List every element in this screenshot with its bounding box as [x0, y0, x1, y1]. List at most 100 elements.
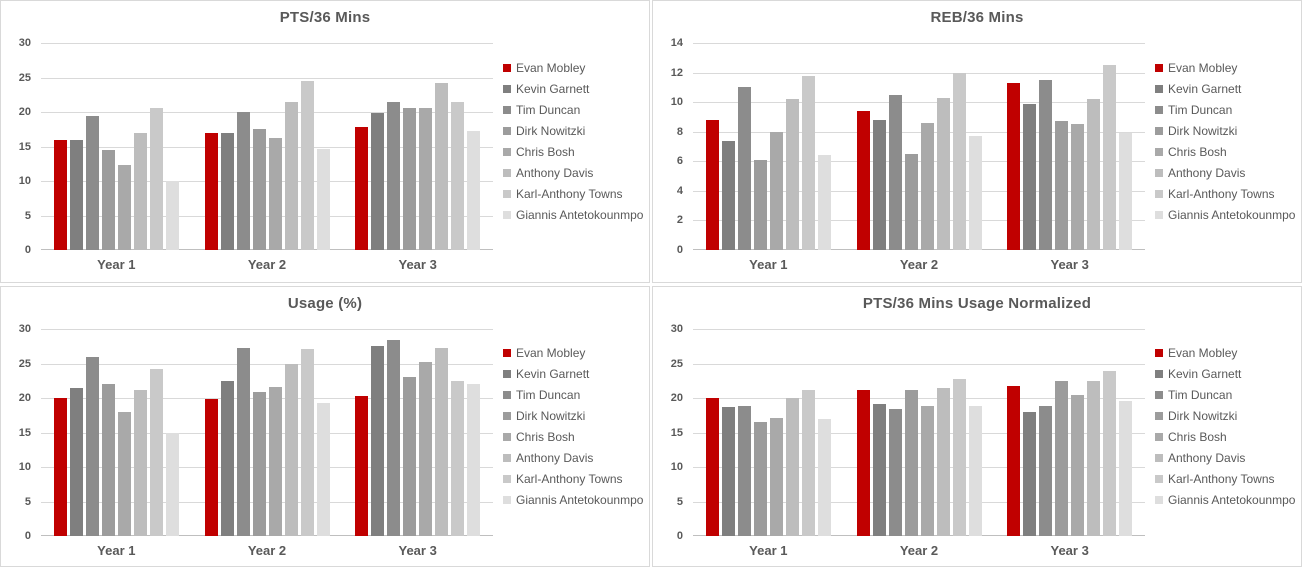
- bar-karl-anthony-towns: [149, 107, 163, 250]
- x-axis-labels: Year 1 Year 2 Year 3: [41, 543, 493, 563]
- bar-dirk-nowitzki: [101, 384, 115, 536]
- bar-evan-mobley: [204, 133, 218, 250]
- y-axis-tick-label: 20: [18, 106, 31, 118]
- legend-label: Dirk Nowitzki: [1168, 124, 1238, 138]
- legend-label: Giannis Antetokounmpo: [516, 493, 644, 507]
- y-axis-tick-label: 5: [24, 495, 31, 508]
- legend-label: Tim Duncan: [516, 103, 581, 117]
- legend-label: Chris Bosh: [516, 145, 575, 159]
- legend-swatch-icon: [503, 475, 511, 483]
- bar-evan-mobley: [856, 111, 870, 250]
- y-axis-tick-label: 30: [18, 37, 31, 49]
- gridline: [41, 329, 493, 330]
- legend-label: Karl-Anthony Towns: [1168, 187, 1275, 201]
- legend-item-evan-mobley: Evan Mobley: [1155, 343, 1295, 364]
- y-axis-tick-label: 10: [670, 461, 683, 473]
- bar-dirk-nowitzki: [252, 128, 266, 250]
- y-axis-tick-label: 15: [18, 426, 31, 439]
- bar-giannis-antetokounmpo: [467, 383, 481, 536]
- bar-group-year-3: [1007, 43, 1133, 250]
- bar-tim-duncan: [888, 94, 902, 250]
- bar-evan-mobley: [705, 398, 719, 536]
- x-axis-line: [693, 249, 1145, 250]
- x-axis-category-label: Year 3: [1050, 543, 1089, 558]
- y-axis-tick-label: 25: [670, 357, 683, 370]
- gridline: [693, 131, 1145, 133]
- bar-group-year-1: [705, 329, 831, 536]
- plot-area: [693, 329, 1145, 536]
- legend-label: Dirk Nowitzki: [1168, 409, 1238, 423]
- bar-tim-duncan: [387, 101, 401, 250]
- bar-chris-bosh: [419, 362, 433, 536]
- legend-item-chris-bosh: Chris Bosh: [1155, 142, 1295, 163]
- bar-dirk-nowitzki: [753, 422, 767, 536]
- legend-swatch-icon: [503, 127, 511, 135]
- legend-item-karl-anthony-towns: Karl-Anthony Towns: [1155, 469, 1295, 490]
- legend-label: Giannis Antetokounmpo: [1168, 493, 1296, 507]
- x-axis-category-label: Year 3: [398, 257, 437, 272]
- legend-swatch-icon: [1155, 85, 1163, 93]
- bar-tim-duncan: [737, 87, 751, 250]
- y-axis-tick-label: 25: [18, 71, 31, 84]
- y-axis-tick-label: 5: [676, 495, 683, 508]
- legend-item-kevin-garnett: Kevin Garnett: [1155, 79, 1295, 100]
- bar-giannis-antetokounmpo: [1119, 133, 1133, 250]
- gridline: [41, 363, 493, 365]
- legend-item-dirk-nowitzki: Dirk Nowitzki: [1155, 121, 1295, 142]
- legend-label: Anthony Davis: [516, 166, 594, 180]
- legend-label: Tim Duncan: [1168, 103, 1233, 117]
- bar-chris-bosh: [1071, 124, 1085, 250]
- gridline: [693, 190, 1145, 192]
- bar-group-year-2: [204, 329, 330, 536]
- x-axis-category-label: Year 2: [899, 543, 939, 558]
- legend-item-dirk-nowitzki: Dirk Nowitzki: [1155, 406, 1295, 427]
- legend-item-evan-mobley: Evan Mobley: [503, 58, 643, 79]
- bar-giannis-antetokounmpo: [467, 131, 481, 250]
- legend-item-chris-bosh: Chris Bosh: [503, 427, 643, 448]
- bar-kevin-garnett: [872, 404, 886, 536]
- bar-kevin-garnett: [1023, 103, 1037, 250]
- bar-kevin-garnett: [371, 113, 385, 250]
- legend-item-anthony-davis: Anthony Davis: [503, 448, 643, 469]
- bar-dirk-nowitzki: [904, 153, 918, 250]
- legend-label: Tim Duncan: [516, 388, 581, 402]
- legend-label: Anthony Davis: [1168, 451, 1246, 465]
- x-axis-labels: Year 1 Year 2 Year 3: [41, 257, 493, 277]
- legend-item-kevin-garnett: Kevin Garnett: [1155, 364, 1295, 385]
- legend-swatch-icon: [503, 148, 511, 156]
- bar-tim-duncan: [888, 409, 902, 536]
- legend-swatch-icon: [503, 454, 511, 462]
- legend-swatch-icon: [1155, 370, 1163, 378]
- bar-dirk-nowitzki: [904, 389, 918, 536]
- y-axis-labels: 30 25 20 15 10 5 0: [655, 323, 687, 542]
- legend-item-kevin-garnett: Kevin Garnett: [503, 79, 643, 100]
- legend-swatch-icon: [503, 64, 511, 72]
- bar-giannis-antetokounmpo: [817, 419, 831, 536]
- y-axis-tick-label: 0: [24, 244, 31, 256]
- gridline: [693, 220, 1145, 222]
- gridline: [41, 146, 493, 148]
- bar-tim-duncan: [387, 340, 401, 536]
- bar-tim-duncan: [737, 406, 751, 536]
- legend-item-kevin-garnett: Kevin Garnett: [503, 364, 643, 385]
- bar-anthony-davis: [133, 389, 147, 536]
- legend-swatch-icon: [503, 169, 511, 177]
- bar-group-year-3: [355, 329, 481, 536]
- bar-evan-mobley: [705, 119, 719, 250]
- bar-karl-anthony-towns: [1103, 371, 1117, 536]
- legend-swatch-icon: [1155, 412, 1163, 420]
- legend-label: Anthony Davis: [516, 451, 594, 465]
- legend-swatch-icon: [503, 211, 511, 219]
- bar-tim-duncan: [1039, 405, 1053, 536]
- legend-item-tim-duncan: Tim Duncan: [1155, 385, 1295, 406]
- bar-chris-bosh: [920, 122, 934, 250]
- gridline: [41, 181, 493, 182]
- bar-giannis-antetokounmpo: [165, 432, 179, 536]
- bar-dirk-nowitzki: [1055, 381, 1069, 536]
- legend-item-tim-duncan: Tim Duncan: [503, 100, 643, 121]
- bar-karl-anthony-towns: [1103, 65, 1117, 250]
- bar-tim-duncan: [236, 112, 250, 250]
- bar-anthony-davis: [284, 363, 298, 536]
- bar-anthony-davis: [1087, 381, 1101, 536]
- bar-evan-mobley: [355, 127, 369, 250]
